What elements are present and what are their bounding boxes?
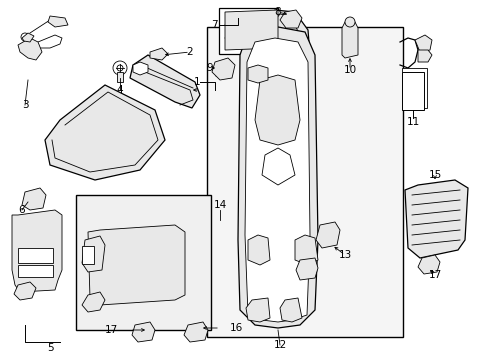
Text: 9: 9 (206, 63, 213, 73)
Text: 14: 14 (213, 200, 226, 210)
Polygon shape (22, 188, 46, 210)
Text: 10: 10 (343, 65, 356, 75)
Polygon shape (254, 75, 299, 145)
Polygon shape (22, 33, 34, 42)
Polygon shape (262, 148, 294, 185)
Bar (76, 195, 210, 330)
Circle shape (345, 17, 354, 27)
Polygon shape (183, 322, 207, 342)
Polygon shape (244, 38, 309, 322)
Text: 11: 11 (406, 117, 419, 127)
Polygon shape (414, 35, 431, 52)
Polygon shape (88, 225, 184, 305)
Polygon shape (280, 10, 302, 28)
Text: 2: 2 (186, 47, 193, 57)
Polygon shape (294, 235, 317, 265)
Text: 15: 15 (427, 170, 441, 180)
Text: 16: 16 (229, 323, 243, 333)
Polygon shape (247, 65, 267, 83)
Polygon shape (224, 10, 278, 50)
Text: 17: 17 (104, 325, 118, 335)
Polygon shape (212, 58, 235, 80)
Polygon shape (247, 235, 269, 265)
Polygon shape (245, 298, 269, 322)
Polygon shape (18, 38, 42, 60)
Text: 5: 5 (46, 343, 53, 353)
Text: 12: 12 (273, 340, 286, 350)
Polygon shape (132, 322, 155, 342)
Polygon shape (417, 50, 431, 62)
Bar (206, 27, 402, 337)
Bar (18, 248, 53, 263)
Polygon shape (48, 16, 68, 27)
Polygon shape (150, 48, 168, 60)
Bar (219, 8, 278, 54)
Polygon shape (82, 236, 105, 272)
Polygon shape (247, 10, 309, 65)
Text: 17: 17 (427, 270, 441, 280)
Bar (117, 72, 123, 82)
Text: 4: 4 (117, 85, 123, 95)
Bar (401, 68, 426, 108)
Text: 13: 13 (338, 250, 351, 260)
Bar (401, 72, 423, 110)
Polygon shape (341, 22, 357, 58)
Polygon shape (295, 258, 317, 280)
Text: 3: 3 (21, 100, 28, 110)
Text: 1: 1 (193, 77, 200, 87)
Polygon shape (280, 298, 302, 322)
Polygon shape (45, 85, 164, 180)
Bar (82, 246, 94, 264)
Text: 8: 8 (274, 7, 281, 17)
Polygon shape (404, 180, 467, 258)
Polygon shape (417, 255, 439, 274)
Polygon shape (82, 292, 105, 312)
Polygon shape (133, 62, 148, 75)
Polygon shape (238, 27, 317, 328)
Polygon shape (130, 55, 200, 108)
Polygon shape (12, 210, 62, 292)
Polygon shape (315, 222, 339, 248)
Text: 6: 6 (19, 205, 25, 215)
Bar (18, 265, 53, 277)
Text: 7: 7 (211, 20, 218, 30)
Polygon shape (14, 282, 36, 300)
